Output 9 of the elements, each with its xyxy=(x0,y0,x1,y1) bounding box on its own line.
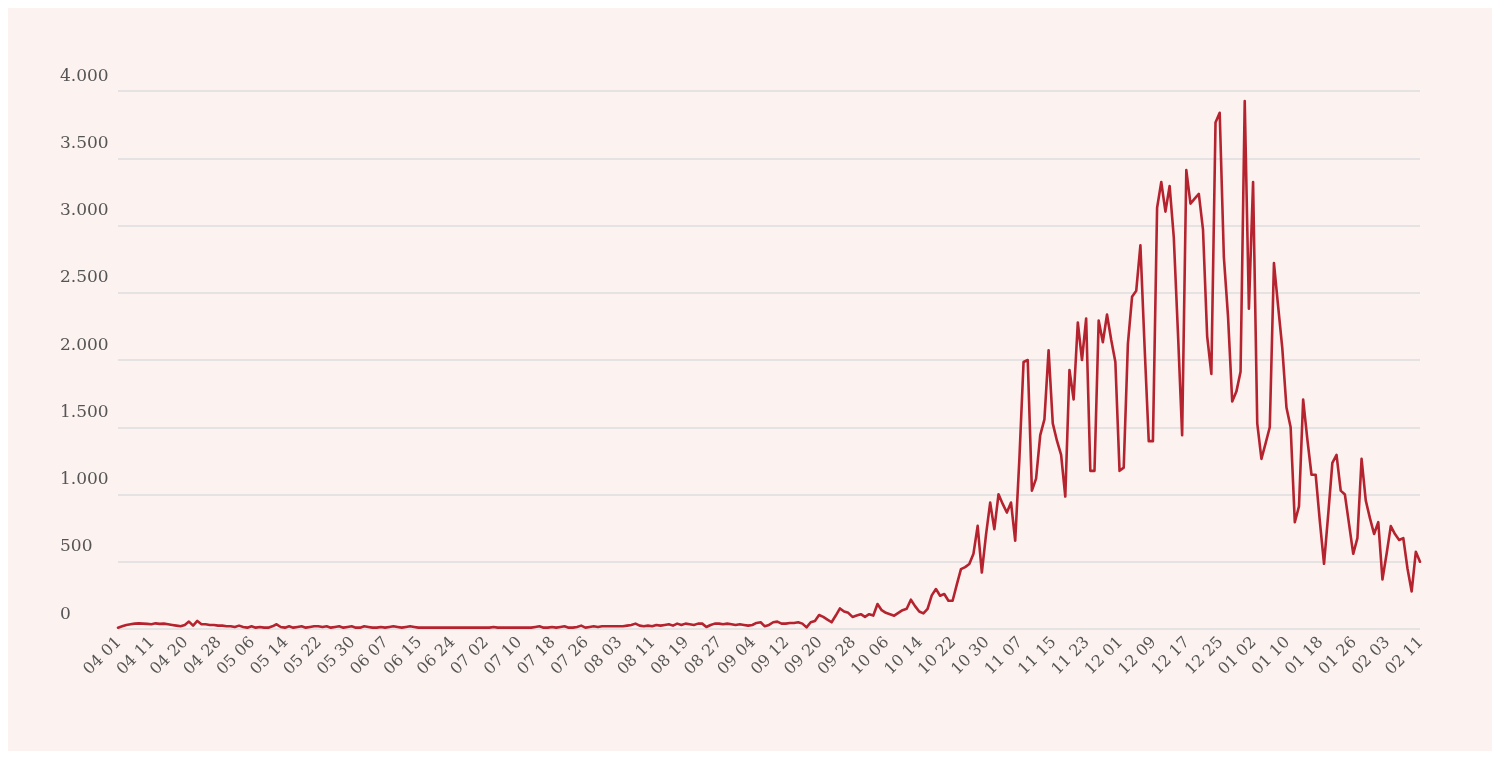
y-tick-label: 4.000 xyxy=(60,64,109,85)
y-tick-label: 500 xyxy=(60,535,93,556)
y-tick-label: 1.500 xyxy=(60,400,109,421)
y-tick-label: 3.500 xyxy=(60,131,109,152)
y-tick-label: 3.000 xyxy=(60,199,109,219)
y-tick-label: 1.000 xyxy=(60,468,109,488)
y-tick-label: 2.500 xyxy=(60,266,109,287)
y-tick-label: 2.000 xyxy=(60,333,109,354)
y-tick-label: 0 xyxy=(60,602,71,623)
